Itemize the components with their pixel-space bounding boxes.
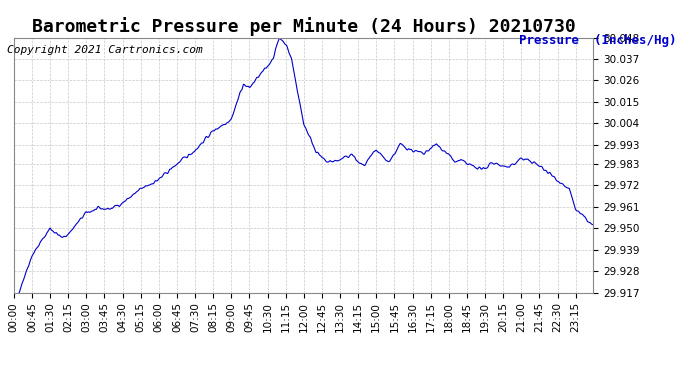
Title: Barometric Pressure per Minute (24 Hours) 20210730: Barometric Pressure per Minute (24 Hours… [32,17,575,36]
Text: Copyright 2021 Cartronics.com: Copyright 2021 Cartronics.com [7,45,203,55]
Text: Pressure  (Inches/Hg): Pressure (Inches/Hg) [519,34,676,47]
